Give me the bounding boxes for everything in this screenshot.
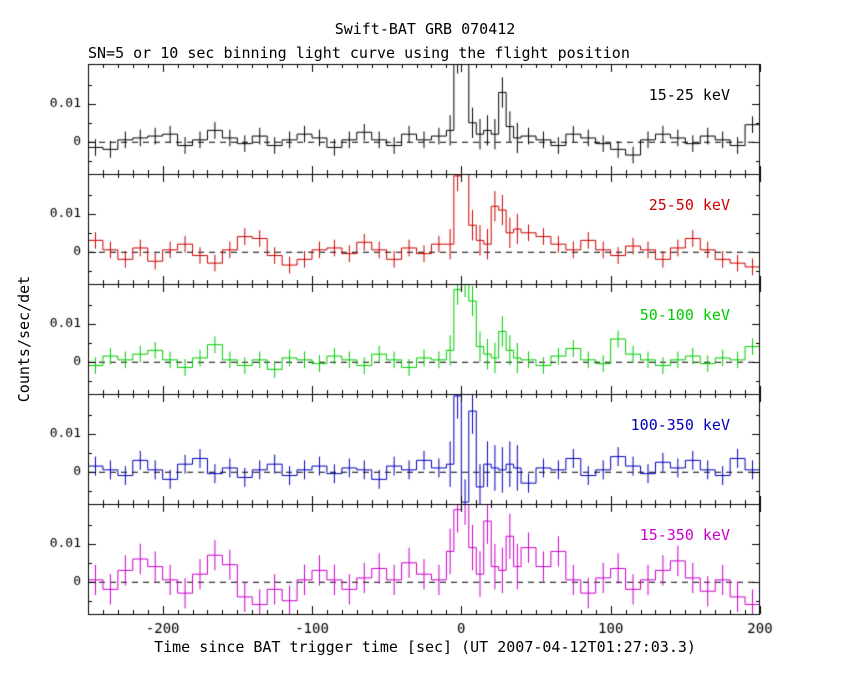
energy-band-label-15-350kev: 15-350 keV bbox=[639, 526, 730, 544]
energy-band-label-50-100kev: 50-100 keV bbox=[639, 306, 730, 324]
energy-band-label-15-25kev: 15-25 keV bbox=[648, 86, 730, 104]
y-axis-label: Counts/sec/det bbox=[15, 275, 33, 403]
plot-subtitle: SN=5 or 10 sec binning light curve using… bbox=[88, 44, 630, 62]
energy-band-label-100-350kev: 100-350 keV bbox=[630, 416, 730, 434]
x-axis-label: Time since BAT trigger time [sec] (UT 20… bbox=[154, 638, 696, 656]
page-title: Swift-BAT GRB 070412 bbox=[334, 20, 516, 38]
energy-band-label-25-50kev: 25-50 keV bbox=[648, 196, 730, 214]
